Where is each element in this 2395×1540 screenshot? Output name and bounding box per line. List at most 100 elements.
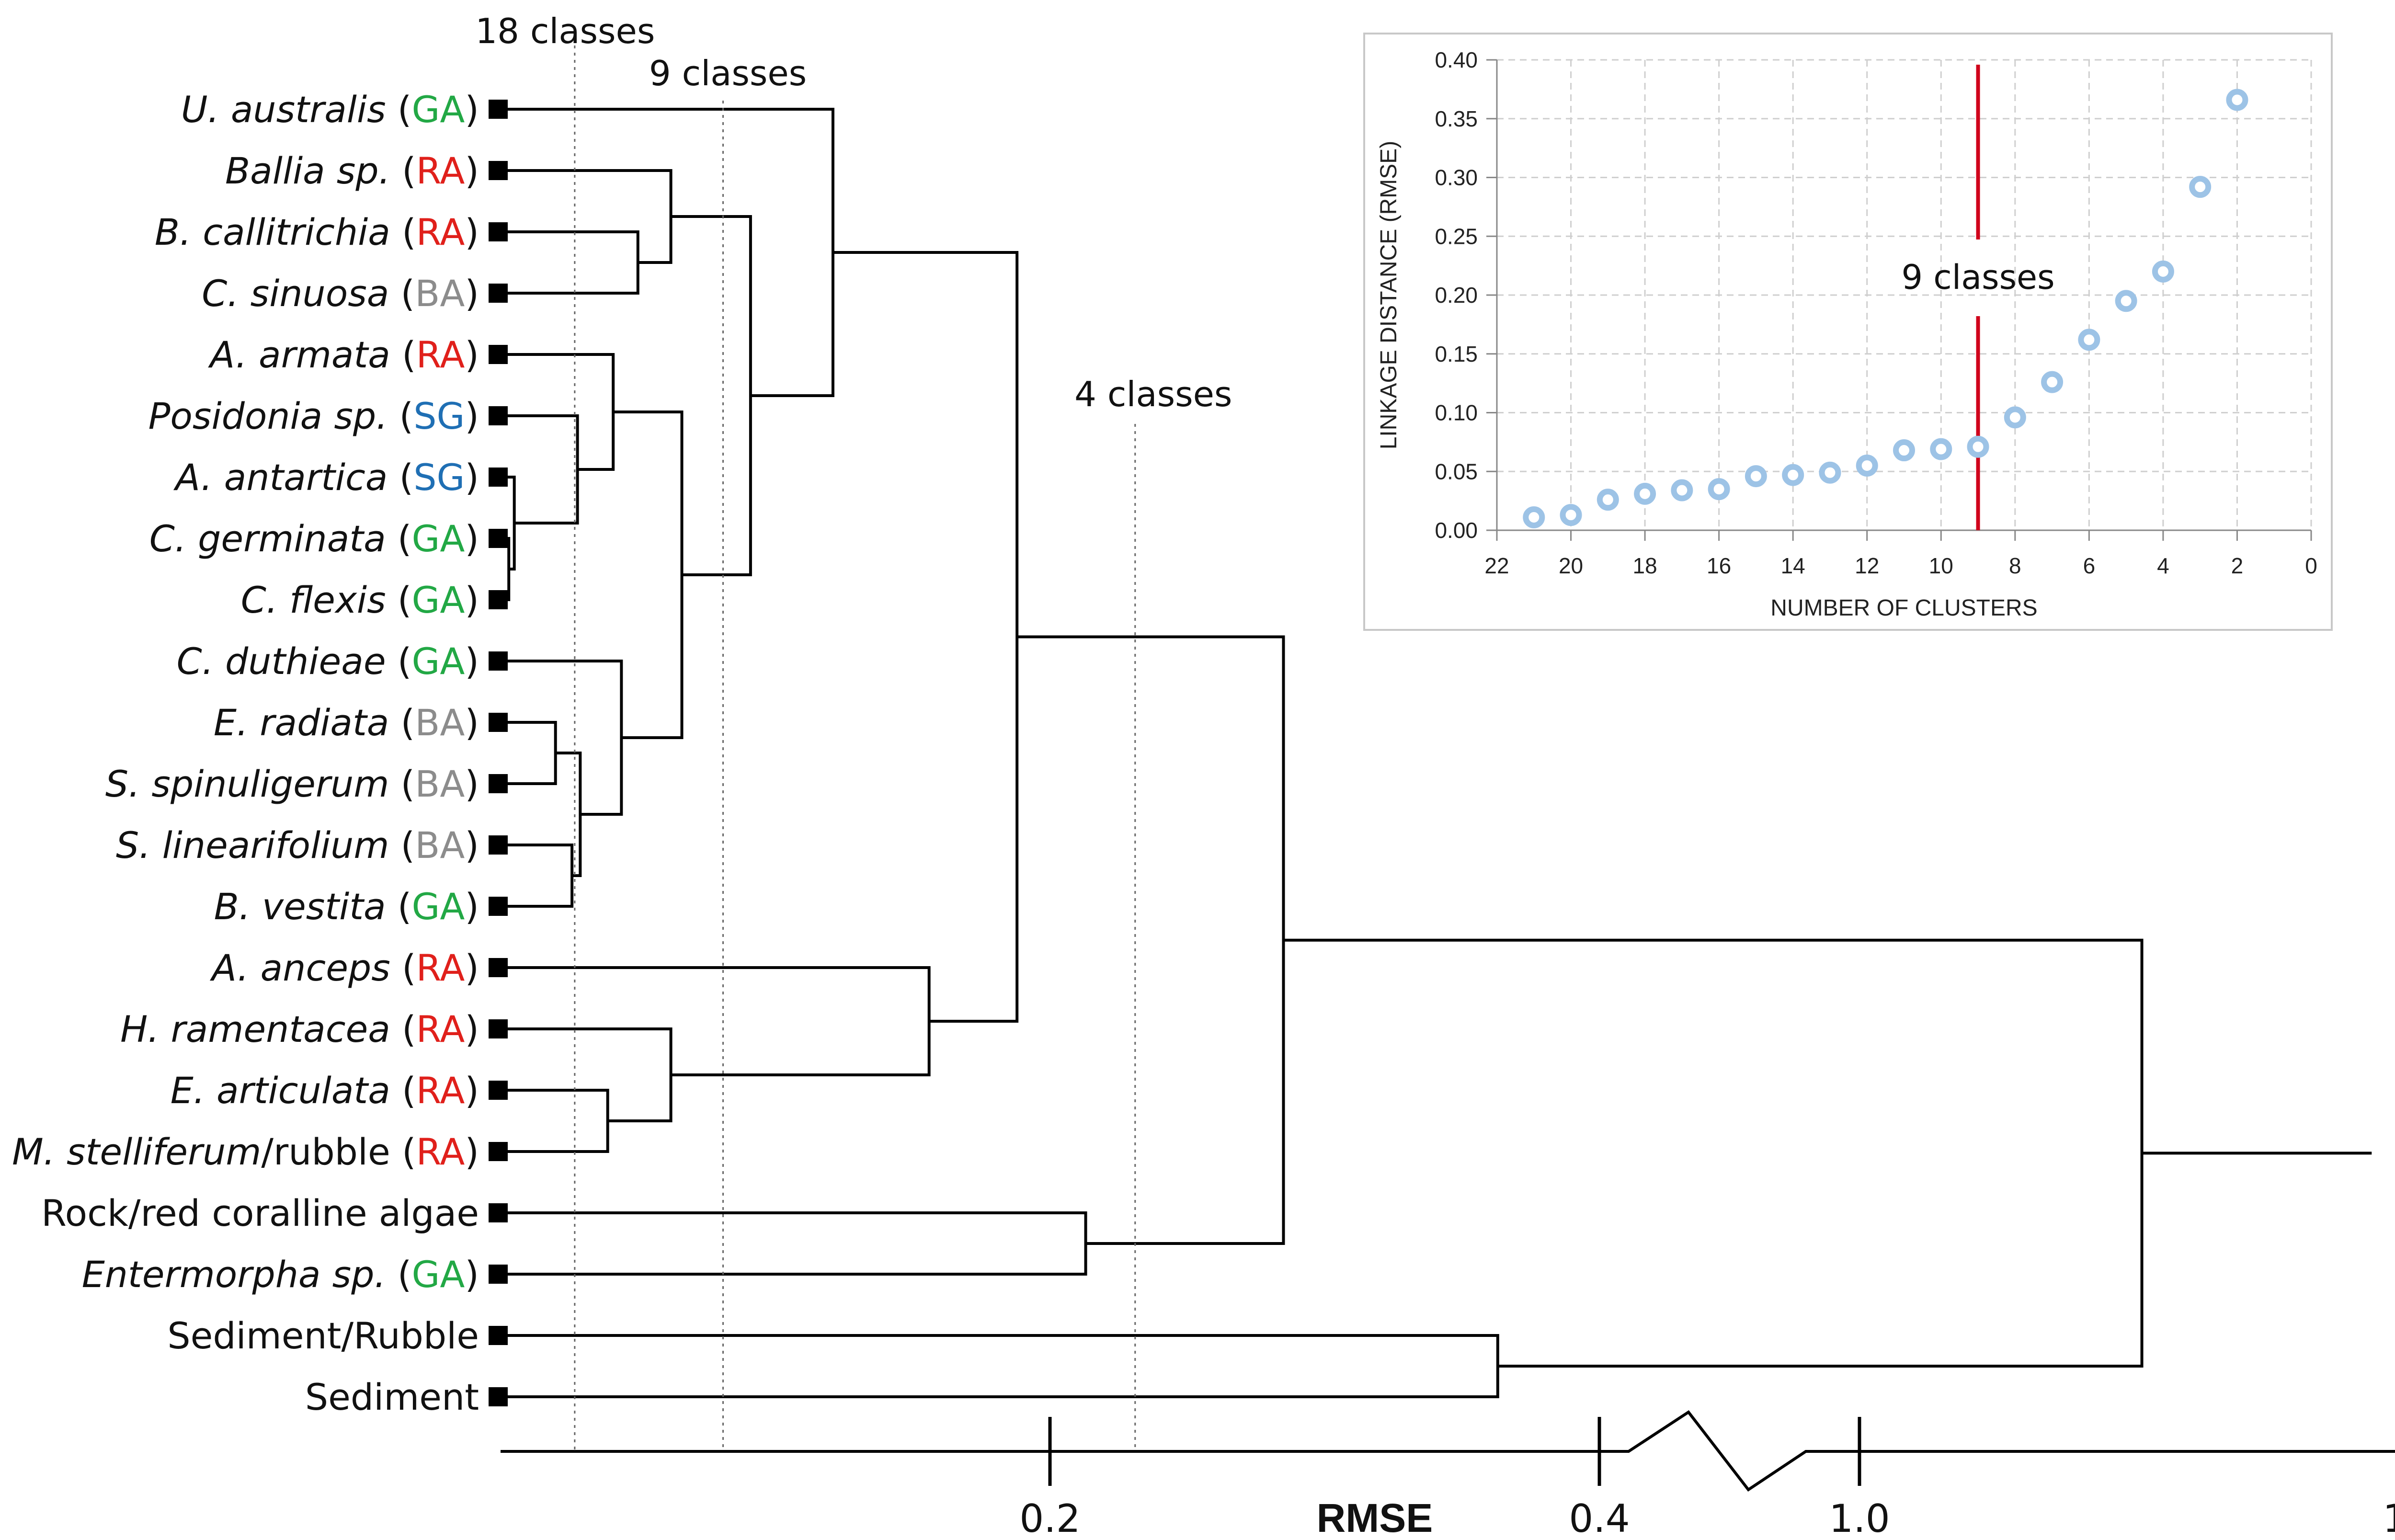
inset-x-tick-label: 12 [1855,553,1879,578]
leaf-label-text: A. anceps (RA) [209,947,479,989]
inset-data-point [2189,176,2212,198]
leaf-label-text: Sediment/Rubble [167,1314,479,1357]
dendrogram-link-1 [501,537,511,601]
inset-data-point [1597,489,1619,511]
dendrogram-link-15 [501,1027,673,1122]
leaf-label-22: Sediment [305,1376,479,1418]
leaf-label-text: Entermorpha sp. (GA) [82,1253,479,1296]
inset-data-point [1856,454,1878,477]
inset-y-tick-label: 0.00 [1435,518,1478,543]
cut-label: 9 classes [649,53,807,93]
inset-x-tick-label: 18 [1633,553,1657,578]
inset-data-point [1560,504,1582,526]
inset-y-tick-label: 0.35 [1435,106,1478,131]
inset-x-tick-label: 14 [1781,553,1805,578]
leaf-label-text: A. armata (RA) [207,333,479,376]
leaf-label-5: A. armata (RA) [207,333,479,376]
inset-data-point [2004,406,2026,429]
inset-data-point [1893,439,1915,462]
leaf-label-17: E. articulata (RA) [171,1069,479,1112]
leaf-label-13: S. linearifolium (BA) [116,824,479,867]
inset-data-point [1634,482,1656,505]
leaf-label-19: Rock/red coralline algae [41,1192,479,1234]
rmse-axis-line [501,1410,2395,1492]
inset-data-point [1745,465,1767,488]
inset-x-tick-label: 6 [2083,553,2096,578]
inset-data-point [2152,260,2174,283]
inset-y-tick-label: 0.30 [1435,165,1478,190]
inset-y-tick-label: 0.25 [1435,224,1478,249]
inset-x-tick-label: 22 [1484,553,1509,578]
leaf-label-18: M. stelliferum/rubble (RA) [12,1130,479,1173]
dendrogram-link-20 [501,1334,1499,1398]
dendrogram-link-6 [501,660,623,816]
leaf-label-text: C. duthieae (GA) [177,640,479,683]
inset-data-point [1708,478,1730,501]
dendrogram-link-11 [501,169,673,264]
rmse-axis-tick-label: 1.2 [2383,1496,2395,1540]
leaf-label-3: B. callitrichia (RA) [155,211,479,253]
inset-x-tick-label: 10 [1929,553,1953,578]
inset-y-tick-label: 0.10 [1435,400,1478,425]
leaf-label-text: C. germinata (GA) [149,517,479,560]
leaf-label-1: U. australis (GA) [181,88,479,131]
inset-data-point [1819,461,1841,484]
leaf-label-text: S. linearifolium (BA) [116,824,479,867]
inset-y-axis-title: LINKAGE DISTANCE (RMSE) [1376,141,1402,450]
dendrogram-link-5 [555,752,582,877]
leaf-label-text: Ballia sp. (RA) [225,149,479,192]
inset-x-tick-label: 20 [1559,553,1583,578]
leaf-label-text: B. callitrichia (RA) [155,211,479,253]
dendrogram-link-4 [501,721,557,785]
leaf-label-text: C. sinuosa (BA) [202,272,479,315]
leaf-label-text: Rock/red coralline algae [41,1192,479,1234]
inset-data-point [2078,329,2100,351]
leaf-label-14: B. vestita (GA) [214,885,479,928]
inset-y-tick-label: 0.15 [1435,342,1478,366]
inset-x-tick-label: 2 [2231,553,2244,578]
dendrogram-link-3 [501,844,574,908]
dendrogram-link-16 [501,966,931,1076]
inset-cut-label: 9 classes [1901,258,2054,297]
leaf-label-4: C. sinuosa (BA) [202,272,479,315]
leaf-label-16: H. ramentacea (RA) [120,1008,479,1050]
leaf-label-2: Ballia sp. (RA) [225,149,479,192]
leaf-label-text: Posidonia sp. (SG) [148,395,479,437]
inset-x-tick-label: 4 [2157,553,2169,578]
inset-data-point [1671,479,1693,502]
dendrogram-link-17 [833,251,1019,1023]
dendrogram: U. australis (GA) Ballia sp. (RA) B. calli… [12,11,2395,1540]
dendrogram-link-8 [501,353,615,471]
leaf-label-11: E. radiata (BA) [214,701,479,744]
leaf-label-text: C. flexis (GA) [241,579,479,621]
inset-data-point [2115,290,2137,312]
dendrogram-link-7 [501,414,579,525]
leaf-label-text: H. ramentacea (RA) [120,1008,479,1050]
inset-data-point [1967,435,1989,458]
leaf-label-text: S. spinuligerum (BA) [105,763,479,805]
inset-y-tick-label: 0.20 [1435,283,1478,308]
leaf-label-text: M. stelliferum/rubble (RA) [12,1130,479,1173]
cut-label: 18 classes [475,11,655,51]
inset-y-tick-label: 0.05 [1435,459,1478,484]
leaf-label-8: C. germinata (GA) [149,517,479,560]
rmse-axis-tick-label: 1.0 [1829,1496,1890,1540]
leaf-label-7: A. antartica (SG) [173,456,479,499]
leaf-label-6: Posidonia sp. (SG) [148,395,479,437]
leaf-label-text: E. articulata (RA) [171,1069,479,1112]
inset-x-tick-label: 8 [2009,553,2021,578]
inset-frame [1363,33,2333,631]
leaf-label-10: C. duthieae (GA) [177,640,479,683]
cut-label: 4 classes [1074,374,1232,414]
leaf-label-text: Sediment [305,1376,479,1418]
inset-data-point [1782,464,1804,486]
inset-data-point [2226,89,2248,111]
inset-x-axis-title: NUMBER OF CLUSTERS [1770,595,2037,621]
inset-x-tick-label: 16 [1707,553,1731,578]
leaf-label-text: B. vestita (GA) [214,885,479,928]
inset-x-tick-label: 0 [2305,553,2317,578]
leaf-label-21: Sediment/Rubble [167,1314,479,1357]
dendrogram-link-18 [501,1211,1087,1276]
